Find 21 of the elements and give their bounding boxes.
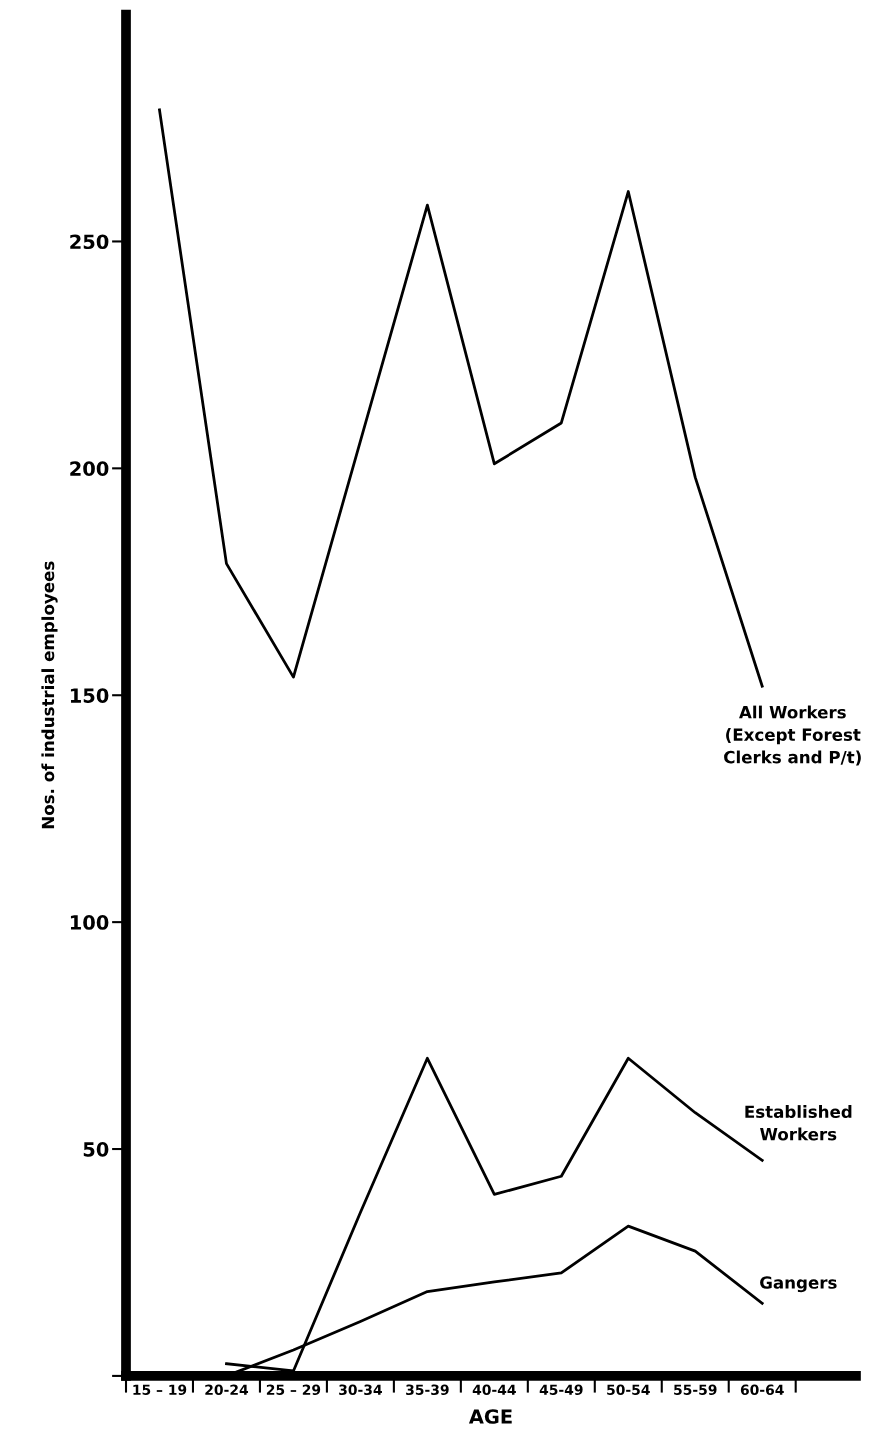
x-tick-label: 50-54 xyxy=(607,1384,650,1395)
y-tick-label: 150 xyxy=(70,688,109,703)
x-tick-label: 55-59 xyxy=(674,1384,717,1395)
y-tick-label: 200 xyxy=(70,461,109,477)
x-tick-label: 45-49 xyxy=(539,1384,583,1395)
x-tick-label: 30-34 xyxy=(339,1384,382,1395)
x-tick-label: 25 – 29 xyxy=(266,1384,321,1395)
x-tick-label: 40-44 xyxy=(472,1384,516,1395)
x-tick-label: 15 – 19 xyxy=(133,1384,187,1395)
y-axis-title: Nos. of industrial employees xyxy=(41,561,58,829)
series-label: Established Workers xyxy=(745,1105,852,1141)
x-axis-title: AGE xyxy=(468,1409,512,1424)
x-tick-label: 60-64 xyxy=(740,1384,784,1395)
y-tick-label: 250 xyxy=(70,234,109,250)
y-tick-label: 50 xyxy=(83,1141,109,1157)
series-label: Gangers xyxy=(760,1276,837,1293)
x-tick-label: 20-24 xyxy=(205,1384,249,1395)
text: All Workers (Except Forest Clerks and P/t) xyxy=(724,705,861,766)
line-series xyxy=(158,108,764,688)
x-tick-label: 35-39 xyxy=(406,1384,449,1395)
y-tick-label: 100 xyxy=(70,915,109,930)
